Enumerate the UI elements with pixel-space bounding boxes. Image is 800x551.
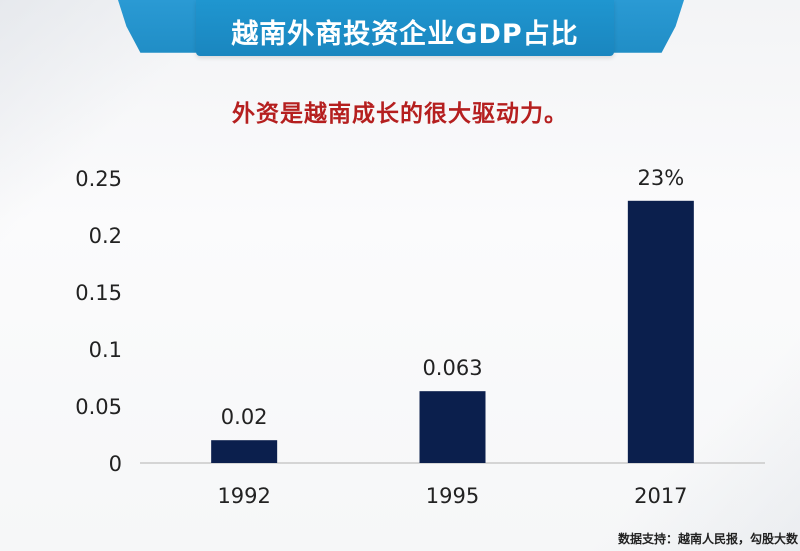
data-label: 23% xyxy=(637,166,684,190)
bar-series xyxy=(211,200,694,464)
title-banner: 越南外商投资企业GDP占比 xyxy=(196,0,614,56)
y-tick-label: 0.05 xyxy=(75,395,122,419)
data-label: 0.02 xyxy=(221,405,268,429)
x-tick-label: 2017 xyxy=(634,484,687,508)
data-labels: 0.02 0.063 23% xyxy=(221,166,684,429)
x-axis-ticks: 1992 1995 2017 xyxy=(217,484,687,508)
y-tick-label: 0 xyxy=(109,452,122,476)
x-tick-label: 1995 xyxy=(426,484,479,508)
y-axis-ticks: 0 0.05 0.1 0.15 0.2 0.25 xyxy=(75,167,122,476)
bar-2017 xyxy=(627,200,694,464)
chart-title: 越南外商投资企业GDP占比 xyxy=(231,19,579,50)
y-tick-label: 0.1 xyxy=(89,338,122,362)
bar-1992 xyxy=(211,440,278,463)
y-tick-label: 0.2 xyxy=(89,224,122,248)
bar-1995 xyxy=(419,391,486,463)
y-tick-label: 0.25 xyxy=(75,167,122,191)
x-tick-label: 1992 xyxy=(217,484,270,508)
chart-subtitle: 外资是越南成长的很大驱动力。 xyxy=(232,101,568,127)
y-tick-label: 0.15 xyxy=(75,281,122,305)
data-label: 0.063 xyxy=(422,356,482,380)
source-note: 数据支持：越南人民报，勾股大数 xyxy=(617,532,798,546)
